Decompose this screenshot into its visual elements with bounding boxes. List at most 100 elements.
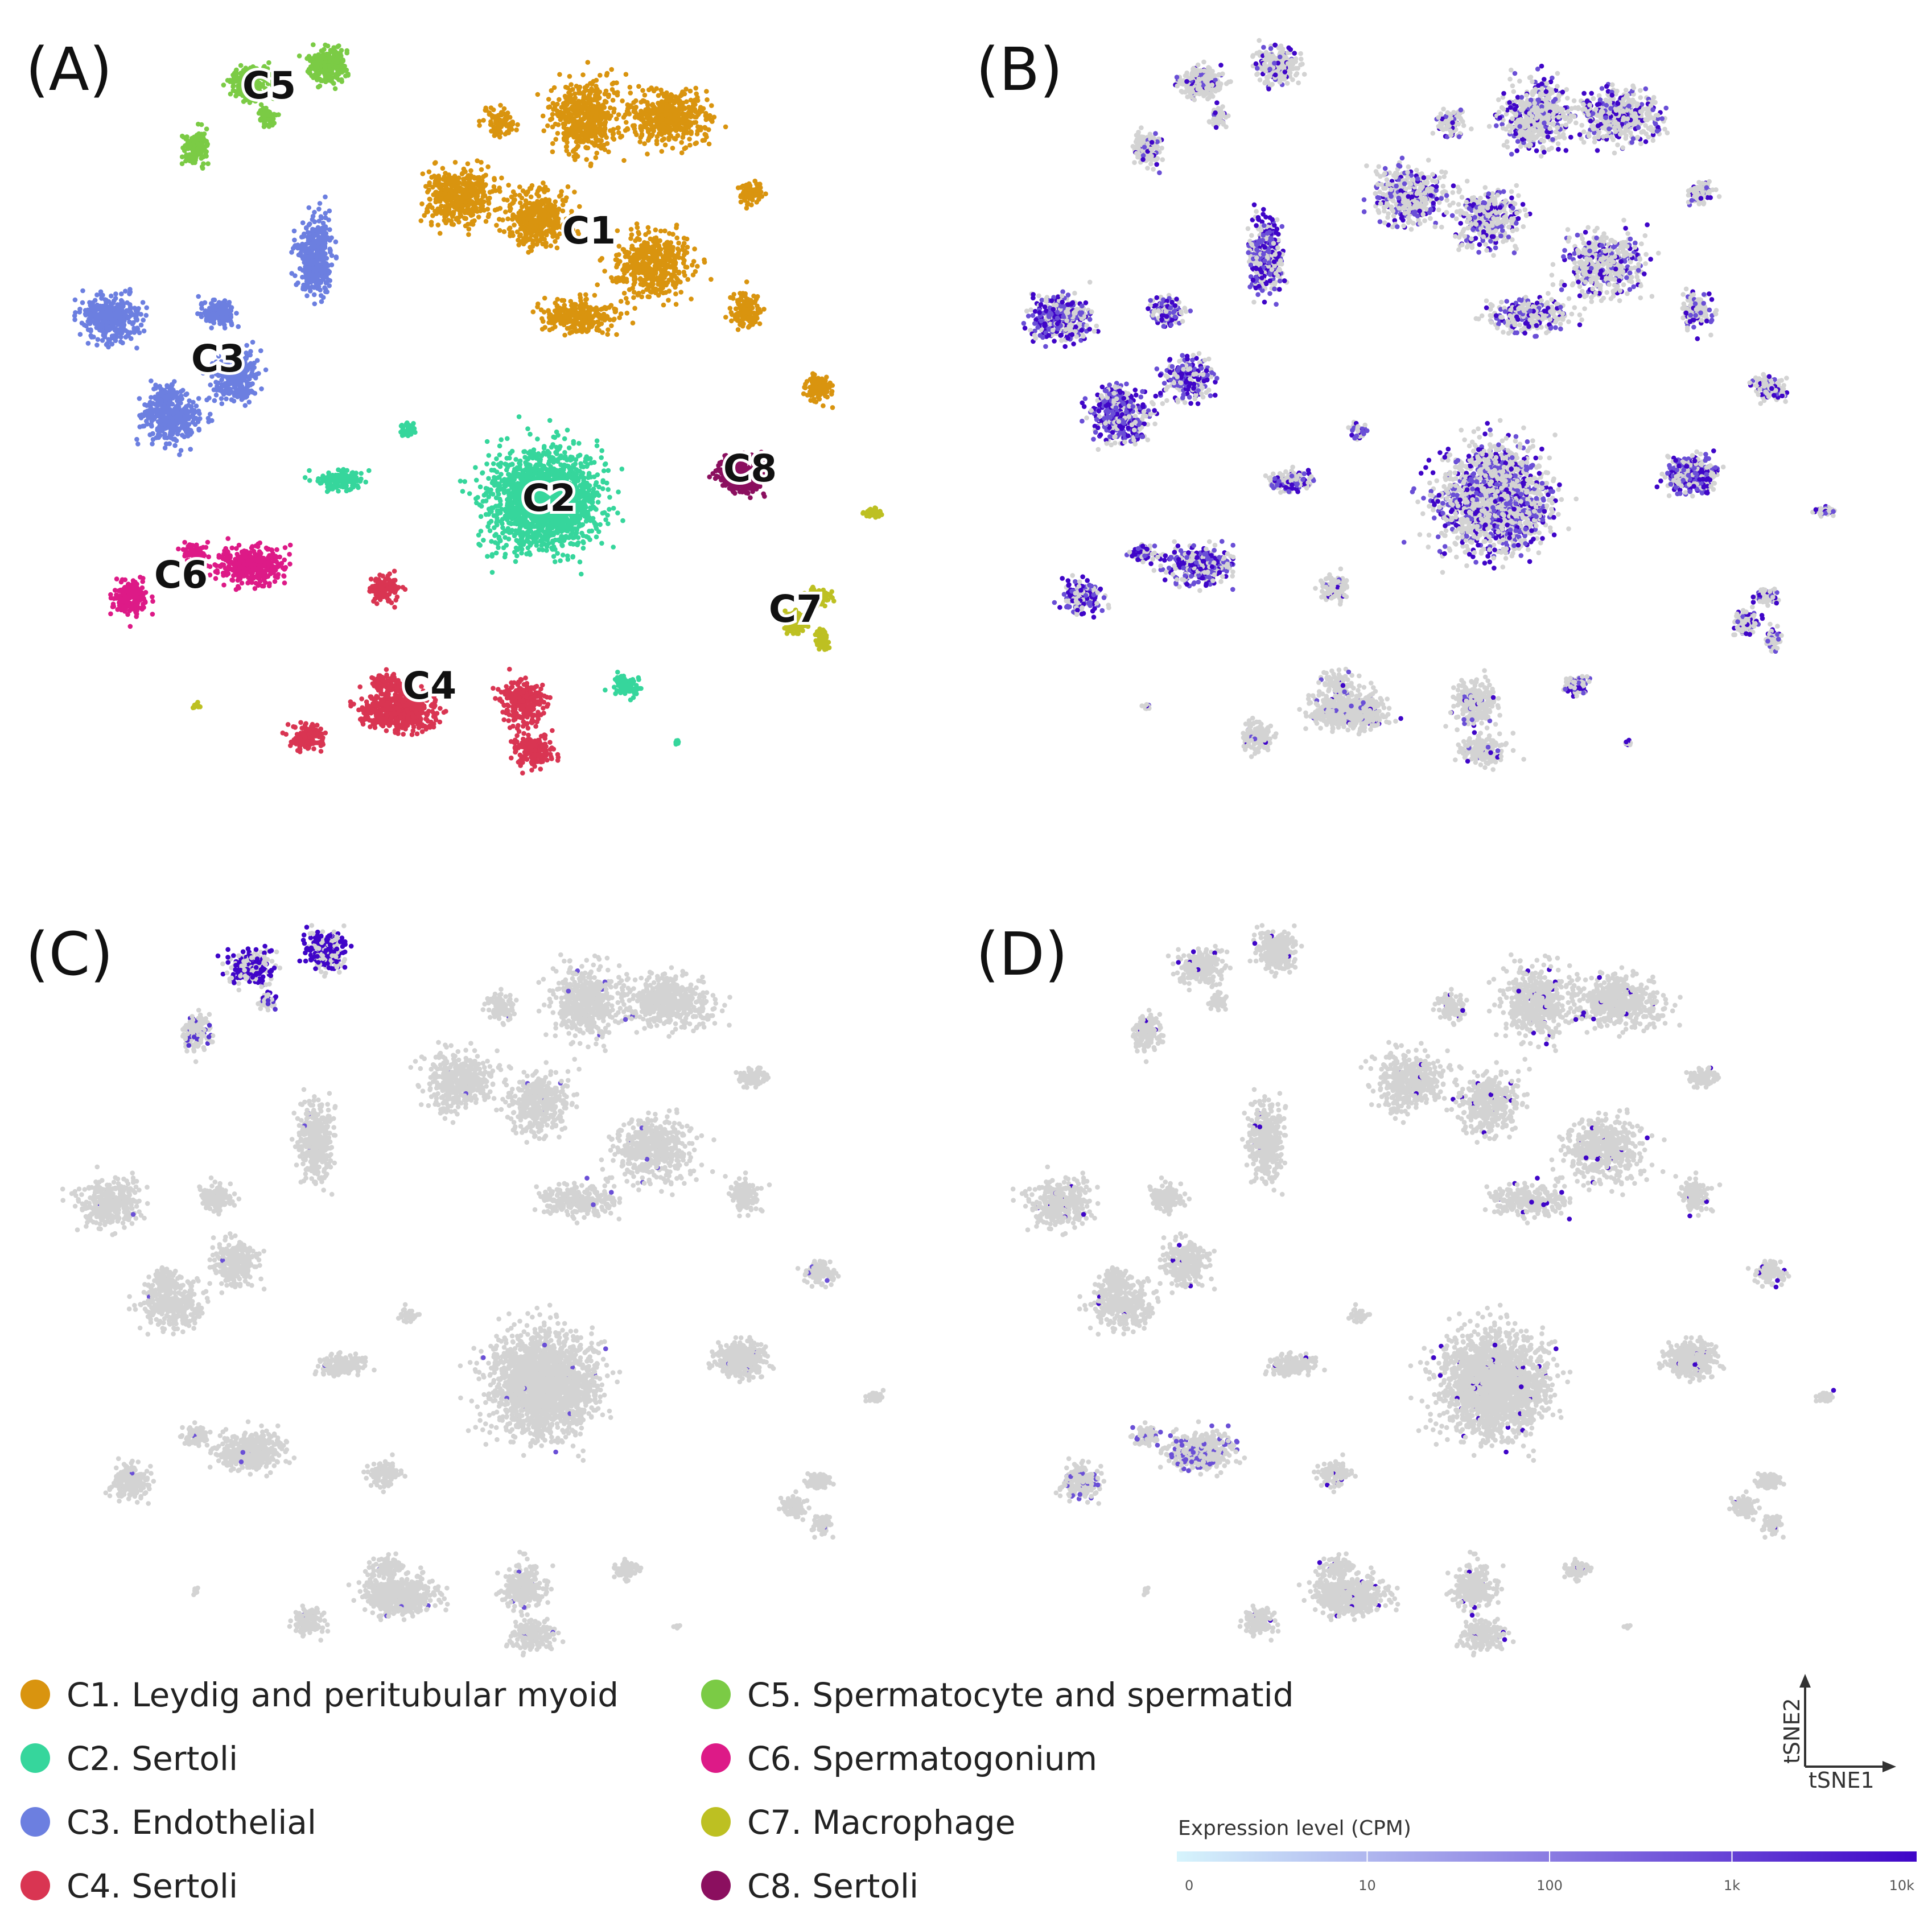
cell-point [328,486,334,492]
cell-point [463,169,468,175]
cell-point [658,87,664,93]
cell-point [551,316,557,322]
cell-point [445,202,451,207]
cell-point [515,530,520,535]
cell-point [648,258,653,263]
cell-point [690,108,695,113]
cell-point [616,125,621,130]
cell-point [702,259,707,265]
cell-point [446,210,451,215]
cell-point [594,438,600,443]
cell-point [426,187,431,193]
cell-point [624,277,629,282]
cell-point [506,226,512,232]
cell-point [652,270,658,275]
cell-point [632,280,637,285]
cell-point [489,539,494,544]
cell-point [671,253,677,259]
cell-point [680,135,686,140]
cell-point [611,506,616,511]
cell-point [479,167,484,172]
cell-point [483,108,488,113]
cell-point [584,157,589,162]
cell-point [484,439,490,444]
cell-point [528,194,534,200]
cell-point [557,446,562,451]
cell-point [569,125,575,130]
cell-point [477,484,483,489]
cell-point [593,134,599,140]
cell-point [529,452,534,457]
cell-point [433,192,439,198]
cell-point [366,468,372,473]
cell-point [642,262,648,267]
cell-point [633,98,638,104]
cell-point [562,135,568,141]
cell-point [566,151,572,157]
cell-point [566,445,572,451]
cell-point [341,468,347,473]
cell-point [524,220,529,225]
cell-point [662,275,667,280]
cell-point [609,81,615,86]
cell-point [682,241,687,246]
cell-point [399,433,405,438]
cell-point [666,135,672,141]
cell-point [613,257,619,262]
cell-point [672,266,677,271]
cell-point [521,236,526,241]
cell-point [611,544,616,550]
cell-point [494,222,499,228]
cell-point [535,530,541,535]
cell-point [602,142,607,148]
cell-point [502,551,508,557]
cell-point [484,461,489,467]
cell-point [584,114,590,119]
cell-point [638,123,644,129]
cell-point [658,228,664,234]
cell-point [514,553,520,559]
cell-point [549,455,555,460]
cell-point [728,295,733,300]
cell-point [505,501,510,506]
cell-point [594,110,599,115]
cell-point [595,105,601,110]
cell-point [486,212,492,217]
cell-point [557,316,563,321]
cell-point [604,100,609,105]
cell-point [483,512,489,517]
cell-point [572,189,577,195]
cell-point [524,551,529,556]
cell-point [567,456,573,461]
cell-point [682,146,687,151]
cell-point [613,691,618,696]
cell-point [405,424,411,430]
cell-point [607,494,612,500]
cell-point [587,537,592,542]
cell-point [628,90,633,96]
cell-point [552,203,558,209]
cell-point [752,178,757,184]
cell-point [554,471,560,476]
cell-point [539,327,545,332]
cell-point [656,282,661,287]
cell-point [515,473,520,479]
cell-point [419,201,425,207]
cell-point [513,457,518,462]
cell-point [510,505,516,510]
cell-point [685,245,690,250]
cell-point [591,460,597,465]
cell-point [650,244,656,249]
cell-point [688,97,694,103]
cell-point [470,222,476,227]
cell-point [515,512,521,517]
cell-point [560,202,566,208]
cell-point [687,137,692,142]
cell-point [673,112,678,117]
cell-point [473,181,479,186]
cell-point [605,114,611,120]
cell-point [560,543,565,548]
cell-point [458,207,463,212]
cell-point [558,109,563,115]
cell-point [481,493,487,498]
